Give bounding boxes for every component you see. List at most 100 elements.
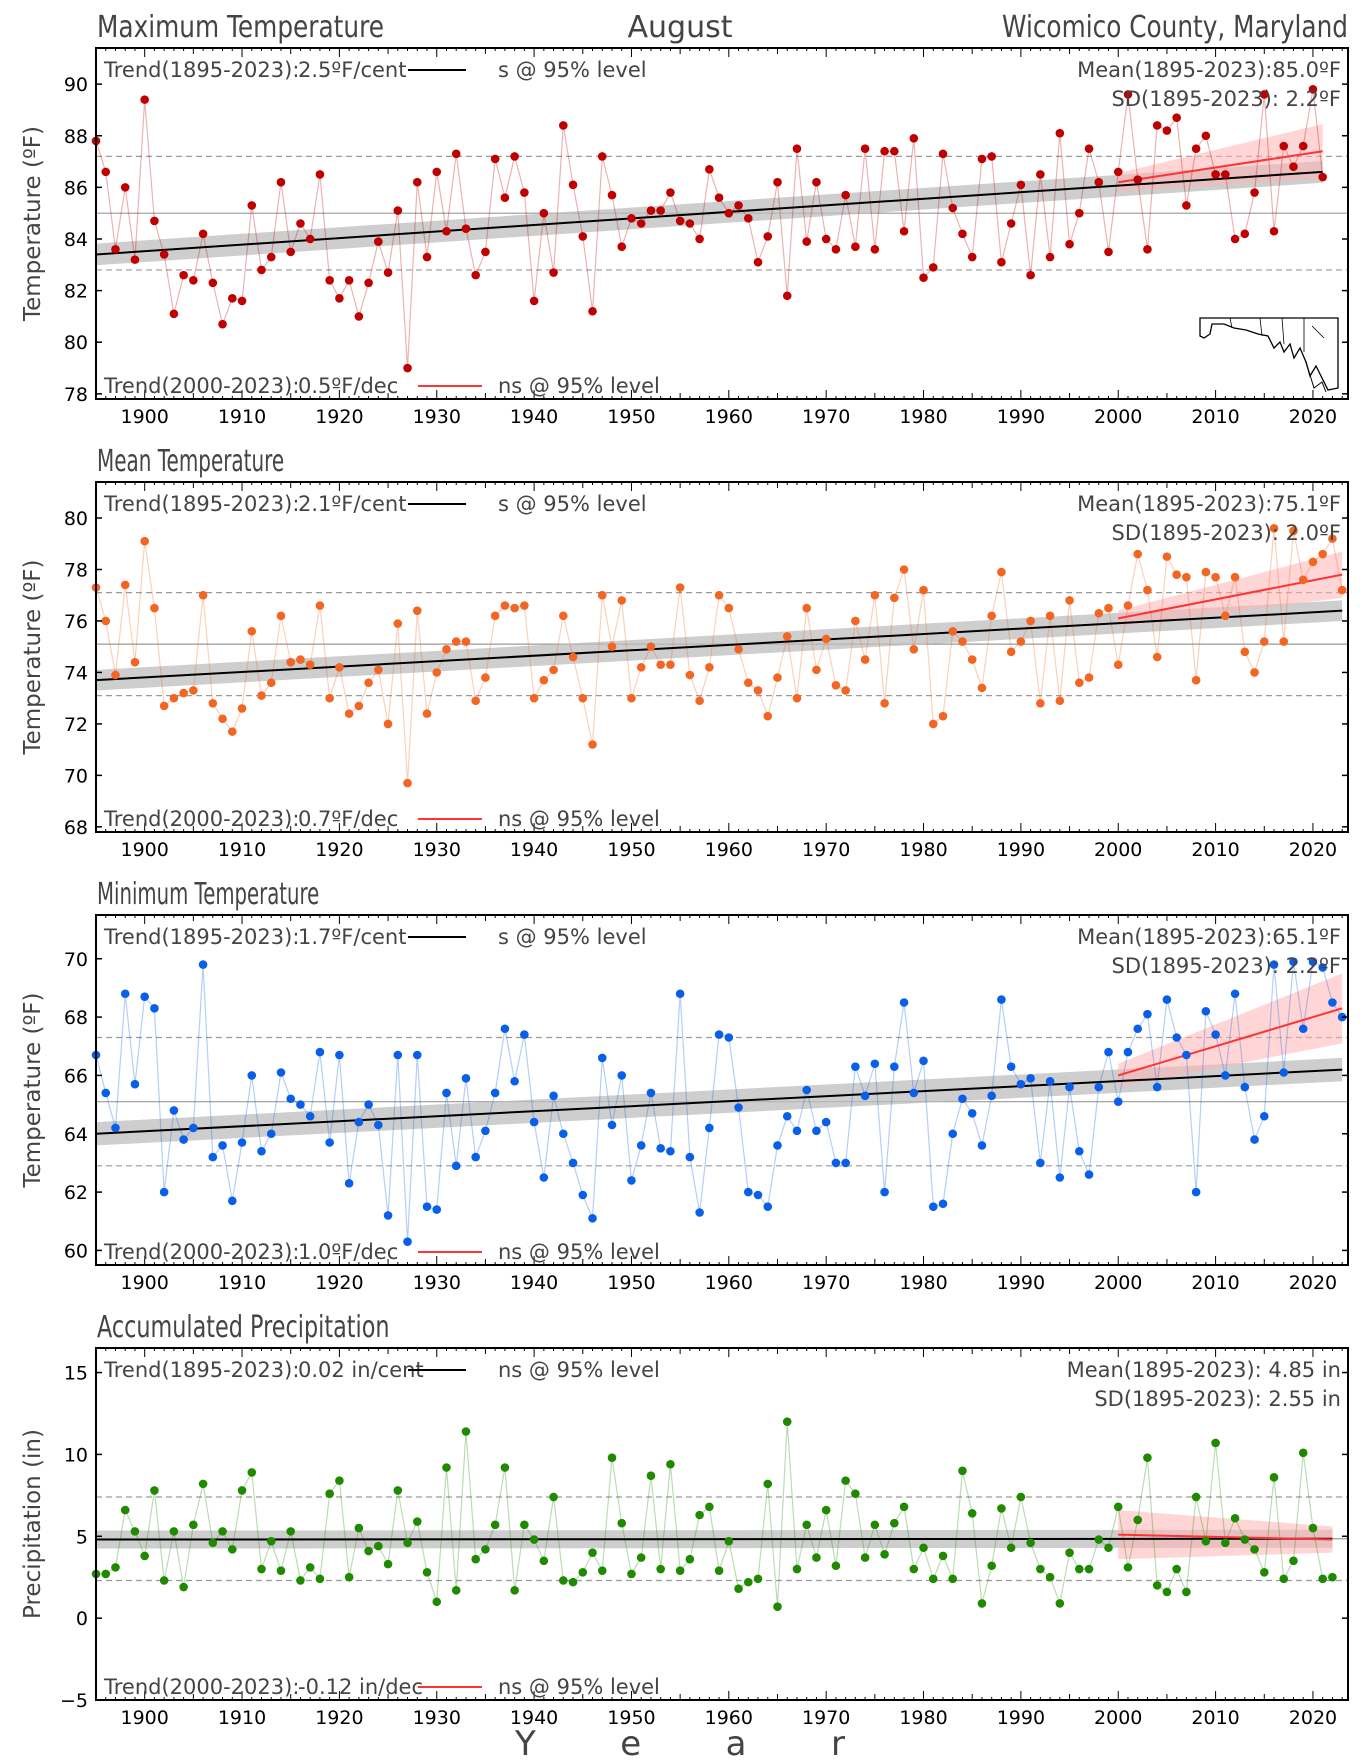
- data-point-max-1925: [383, 268, 393, 277]
- data-point-mean-1927: [403, 778, 412, 788]
- data-point-max-2018: [1289, 162, 1298, 172]
- data-point-max-1941: [539, 208, 549, 218]
- data-point-mean-1974: [860, 655, 870, 664]
- data-point-precip-1964: [763, 1479, 773, 1489]
- maryland-outline: [1199, 317, 1339, 391]
- data-point-max-1965: [773, 177, 782, 187]
- data-point-max-1983: [948, 203, 958, 213]
- data-point-precip-1911: [247, 1468, 257, 1477]
- data-point-precip-2012: [1230, 1513, 1240, 1523]
- data-point-max-1946: [588, 306, 597, 316]
- data-point-min-2014: [1250, 1135, 1259, 1144]
- data-point-max-1914: [276, 177, 286, 187]
- data-point-precip-1966: [782, 1417, 792, 1426]
- x-tick-label-max-2000: 2000: [1094, 406, 1142, 428]
- data-point-min-1905: [189, 1123, 198, 1133]
- data-point-mean-1916: [296, 655, 305, 664]
- data-point-mean-1979: [909, 644, 919, 654]
- data-point-precip-1978: [899, 1502, 909, 1512]
- data-point-min-1950: [627, 1176, 636, 1185]
- data-point-min-2007: [1182, 1050, 1191, 1060]
- data-point-precip-1990: [1016, 1492, 1026, 1502]
- data-point-precip-1920: [335, 1476, 344, 1485]
- x-tick-label-max-2020: 2020: [1289, 406, 1337, 428]
- data-point-mean-1956: [685, 670, 695, 680]
- data-point-precip-1930: [432, 1597, 442, 1607]
- data-point-mean-1982: [938, 711, 948, 721]
- data-point-precip-2006: [1172, 1564, 1181, 1574]
- panel-title-min: Minimum Temperature: [97, 877, 319, 912]
- data-point-min-1987: [987, 1091, 996, 1101]
- data-point-mean-1936: [490, 611, 500, 621]
- data-point-precip-1931: [442, 1463, 451, 1472]
- data-point-min-1951: [636, 1141, 646, 1150]
- data-point-max-2014: [1250, 188, 1259, 197]
- data-point-max-1913: [266, 252, 276, 262]
- data-point-mean-1903: [169, 693, 179, 703]
- plot-frame-mean: [95, 481, 1349, 833]
- data-point-max-2021: [1318, 172, 1327, 182]
- legend-top-sig-max: s @ 95% level: [498, 58, 647, 82]
- data-point-min-1992: [1036, 1158, 1045, 1168]
- data-point-min-1910: [237, 1138, 247, 1147]
- data-point-precip-1957: [695, 1510, 704, 1520]
- legend-top-sig-min: s @ 95% level: [498, 925, 647, 949]
- data-point-min-1957: [695, 1208, 704, 1217]
- legend-bottom-sig-precip: ns @ 95% level: [498, 1675, 660, 1699]
- data-point-min-1932: [451, 1161, 461, 1171]
- data-point-max-1952: [646, 206, 656, 215]
- data-point-min-1972: [841, 1158, 850, 1168]
- x-tick-label-precip-2010: 2010: [1191, 1707, 1239, 1729]
- data-point-max-1982: [938, 149, 948, 159]
- data-point-max-1933: [461, 224, 471, 233]
- legend-top-value-mean: 2.1ºF/cent: [298, 492, 406, 516]
- data-point-min-1899: [130, 1079, 140, 1089]
- data-point-max-1903: [169, 309, 179, 319]
- data-point-precip-2019: [1298, 1448, 1308, 1458]
- data-point-precip-1977: [890, 1518, 899, 1528]
- data-point-min-1939: [520, 1030, 529, 1039]
- data-point-precip-1935: [481, 1545, 490, 1554]
- data-point-mean-2014: [1250, 668, 1259, 677]
- data-point-precip-1916: [296, 1576, 305, 1585]
- data-point-precip-2003: [1143, 1453, 1152, 1462]
- x-tick-label-max-1930: 1930: [413, 406, 461, 428]
- data-point-max-1912: [257, 265, 266, 275]
- x-tick-label-max-1940: 1940: [510, 406, 558, 428]
- data-point-mean-1969: [812, 665, 821, 675]
- data-point-mean-1924: [374, 665, 383, 675]
- panel-mean: Mean Temperature 68 70 72 74 76 78 80 1900 1910 19…: [20, 444, 1349, 861]
- data-point-mean-1971: [831, 681, 841, 690]
- data-point-max-1942: [549, 268, 558, 277]
- data-point-min-2001: [1123, 1047, 1133, 1057]
- data-point-min-2006: [1172, 1033, 1181, 1042]
- data-point-mean-1917: [305, 660, 315, 670]
- y-tick-label-max-86: 86: [64, 177, 88, 199]
- data-point-mean-1994: [1055, 696, 1065, 706]
- data-point-min-1940: [529, 1117, 539, 1127]
- legend-bottom-sig-mean: ns @ 95% level: [498, 807, 660, 831]
- trend-line-long-precip: [95, 1537, 1333, 1541]
- data-point-max-1966: [782, 291, 792, 301]
- data-point-min-1967: [792, 1126, 802, 1136]
- data-point-min-1990: [1016, 1079, 1026, 1089]
- data-point-min-2012: [1230, 989, 1240, 999]
- data-point-max-2004: [1152, 121, 1162, 130]
- data-point-min-2017: [1279, 1068, 1289, 1077]
- data-point-precip-1989: [1006, 1543, 1016, 1553]
- data-point-max-1919: [325, 275, 334, 285]
- data-point-max-1939: [520, 188, 529, 197]
- data-point-min-1958: [705, 1123, 714, 1133]
- data-point-mean-1933: [461, 637, 471, 646]
- data-point-precip-1991: [1026, 1538, 1035, 1548]
- data-point-min-1944: [568, 1158, 578, 1168]
- x-tick-label-min-1970: 1970: [802, 1272, 850, 1294]
- data-point-precip-1987: [987, 1561, 996, 1571]
- data-point-precip-1905: [189, 1520, 198, 1530]
- data-point-max-1934: [471, 270, 480, 280]
- data-point-precip-1958: [705, 1502, 714, 1512]
- y-tick-label-precip-15: 15: [64, 1363, 88, 1385]
- data-point-precip-1936: [490, 1520, 500, 1530]
- data-point-mean-2002: [1133, 549, 1143, 559]
- data-point-min-1927: [403, 1237, 412, 1246]
